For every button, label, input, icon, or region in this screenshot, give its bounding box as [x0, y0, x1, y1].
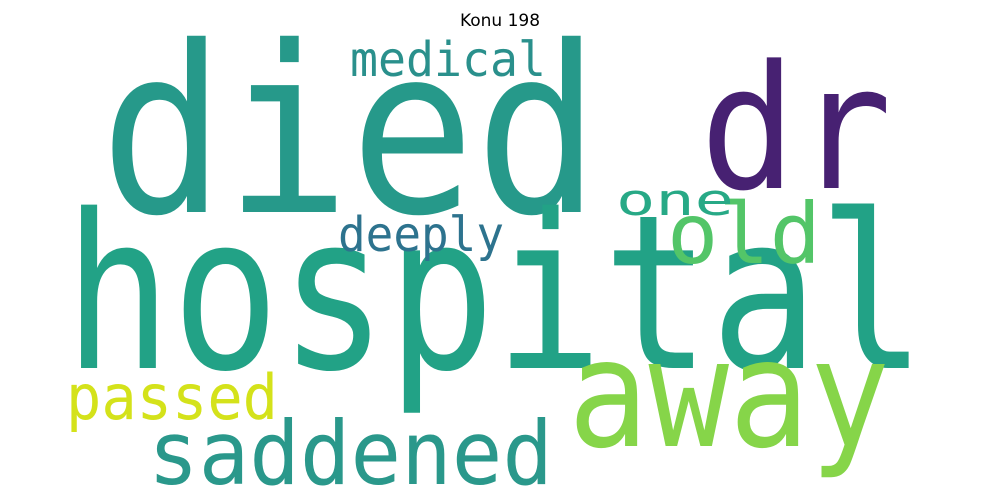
word-passed: passed: [66, 361, 278, 434]
word-hospital: hospital: [64, 168, 926, 419]
word-dr: dr: [700, 28, 892, 229]
word-medical: medical: [350, 32, 546, 88]
word-saddened: saddened: [148, 402, 553, 500]
word-one: one: [616, 175, 734, 226]
word-died: died: [100, 0, 600, 267]
word-deeply: deeply: [338, 207, 504, 263]
word-old: old: [667, 185, 821, 283]
chart-title: Konu 198: [459, 11, 541, 31]
word-away: away: [568, 308, 890, 482]
